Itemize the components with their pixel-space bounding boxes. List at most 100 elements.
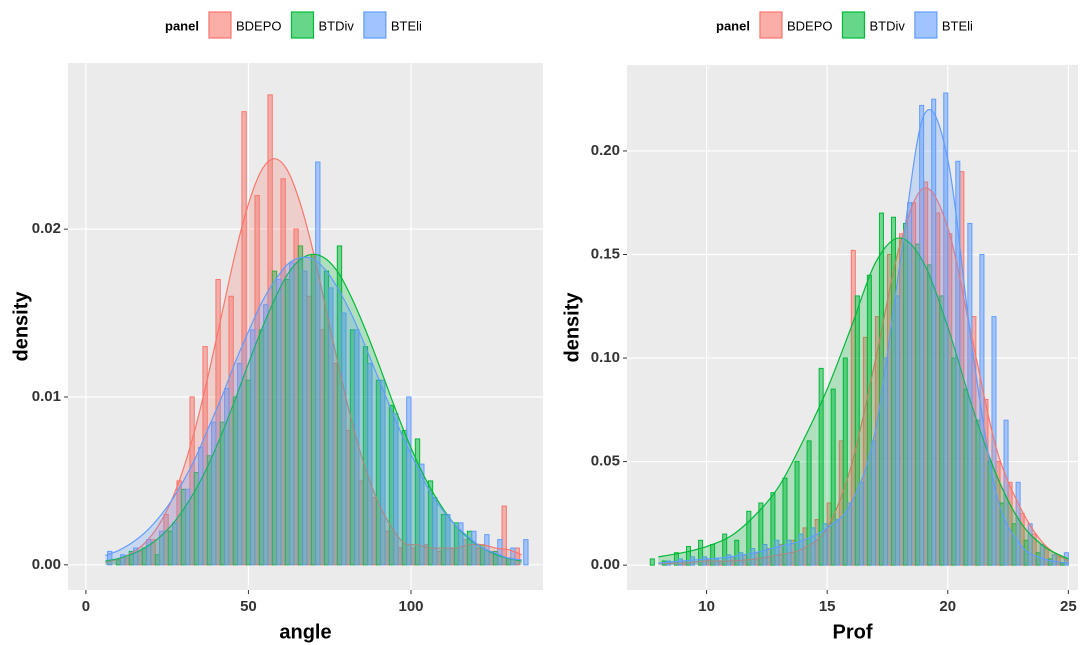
bar <box>497 539 503 566</box>
density-line <box>105 256 522 561</box>
y-axis-label: density <box>10 291 32 362</box>
bar <box>810 527 816 566</box>
bar <box>302 270 308 566</box>
bar <box>458 522 464 566</box>
legend-title: panel <box>165 18 199 33</box>
legend-label: BDEPO <box>787 18 833 33</box>
x-tick-label: 100 <box>398 598 423 615</box>
bar <box>107 550 113 566</box>
x-axis-label: Prof <box>833 621 873 643</box>
bar <box>289 262 295 566</box>
panel <box>68 63 543 590</box>
bar <box>943 92 949 566</box>
y-axis-label: density <box>561 292 583 363</box>
bar <box>406 396 412 566</box>
legend-label: BTDiv <box>318 18 354 33</box>
y-tick-label: 0.01 <box>32 388 61 405</box>
bar <box>726 554 732 566</box>
legend-key <box>290 11 315 39</box>
bar <box>501 505 507 566</box>
y-tick-label: 0.00 <box>591 556 620 573</box>
bar <box>432 497 438 566</box>
legend-label: BTEli <box>391 18 422 33</box>
bar <box>931 98 937 566</box>
x-tick-label: 0 <box>82 598 90 615</box>
legend-key <box>208 11 232 39</box>
density-area <box>658 109 1069 566</box>
bar <box>854 295 860 566</box>
bar <box>510 547 516 566</box>
y-tick-label: 0.00 <box>32 556 61 573</box>
legend-label: BTDiv <box>869 18 905 33</box>
bar <box>782 477 788 566</box>
density-area <box>105 254 522 565</box>
bar <box>523 539 529 566</box>
x-tick-label: 20 <box>939 598 956 615</box>
bar <box>919 104 925 566</box>
bar <box>806 440 812 566</box>
bar <box>955 160 961 566</box>
bar <box>263 304 269 566</box>
bar <box>690 556 696 566</box>
bar <box>367 362 373 566</box>
bar <box>677 558 683 566</box>
bar <box>241 111 247 566</box>
bar <box>818 367 824 566</box>
bar <box>842 357 848 566</box>
density-line <box>658 109 1069 564</box>
legend-title: panel <box>716 18 750 33</box>
y-tick-label: 0.05 <box>591 453 620 470</box>
bar <box>419 463 425 566</box>
bar <box>1027 523 1033 566</box>
bar <box>774 539 780 566</box>
bar <box>471 530 477 566</box>
bar <box>315 161 321 566</box>
bar <box>211 421 217 566</box>
bar <box>146 539 152 566</box>
bar <box>328 287 334 566</box>
bar <box>224 388 230 566</box>
bar <box>895 295 901 566</box>
bar <box>250 329 256 566</box>
bar <box>738 552 744 566</box>
bar <box>649 558 655 566</box>
panel <box>627 65 1078 590</box>
bar <box>822 523 828 566</box>
legend: panel BDEPO BTDiv BTEli <box>165 11 422 39</box>
y-tick-label: 0.10 <box>591 349 620 366</box>
bar <box>794 461 800 566</box>
bar <box>133 547 139 566</box>
bar <box>834 519 840 566</box>
legend-label: BTEli <box>942 18 973 33</box>
bar <box>1015 481 1021 566</box>
x-axis-label: angle <box>279 621 331 643</box>
legend-key <box>363 11 387 39</box>
bar <box>341 312 347 566</box>
legend: panel BDEPO BTDiv BTEli <box>716 11 973 39</box>
density-line <box>658 237 1069 560</box>
bar <box>685 546 692 566</box>
legend-key <box>841 11 866 39</box>
bar <box>237 362 243 566</box>
legend-key <box>914 11 938 39</box>
bar <box>1051 554 1057 566</box>
legend-label: BDEPO <box>236 18 282 33</box>
bar <box>770 492 776 566</box>
density-area <box>105 257 522 565</box>
density-line <box>105 158 522 563</box>
bar <box>750 548 756 566</box>
x-tick-label: 25 <box>1060 598 1077 615</box>
density-area <box>658 187 1069 566</box>
x-tick-label: 50 <box>240 598 257 615</box>
y-tick-label: 0.02 <box>32 220 61 237</box>
bar <box>746 510 752 566</box>
bar <box>276 279 282 566</box>
bar <box>714 558 720 566</box>
bar <box>758 502 764 566</box>
bar <box>907 202 913 566</box>
bar <box>172 522 178 566</box>
x-tick-label: 10 <box>698 598 715 615</box>
bar <box>185 488 191 566</box>
legend-key <box>759 11 783 39</box>
bar <box>445 513 451 566</box>
